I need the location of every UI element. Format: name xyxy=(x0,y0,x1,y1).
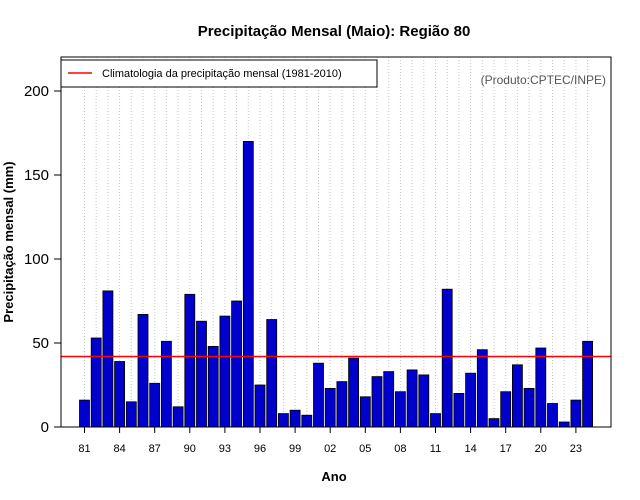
bar-97 xyxy=(266,319,278,428)
bar-16 xyxy=(488,418,500,428)
x-tick-label: 84 xyxy=(113,443,125,455)
bar-92 xyxy=(207,345,219,428)
bar-87 xyxy=(149,382,161,428)
x-tick-label: 99 xyxy=(289,443,301,455)
y-tick-label: 200 xyxy=(24,83,49,100)
x-tick-label: 93 xyxy=(219,443,231,455)
bar-83 xyxy=(102,290,114,428)
bar-19 xyxy=(523,387,535,428)
x-tick-label: 87 xyxy=(149,443,161,455)
bar-10 xyxy=(418,374,430,428)
bar-86 xyxy=(137,313,149,428)
bar-85 xyxy=(125,401,137,428)
bar-81 xyxy=(79,399,90,428)
y-axis: 0 50 100 150 200 xyxy=(24,83,61,436)
bar-series xyxy=(79,140,593,428)
bar-93 xyxy=(219,315,231,428)
plot-frame xyxy=(60,56,612,428)
x-tick-label: 05 xyxy=(359,443,371,455)
bar-12 xyxy=(441,288,453,428)
y-tick-label: 150 xyxy=(24,167,49,184)
bar-23 xyxy=(570,399,582,428)
bar-91 xyxy=(196,320,207,428)
bar-95 xyxy=(242,140,254,428)
x-tick-label: 11 xyxy=(430,443,441,455)
bar-20 xyxy=(535,347,547,428)
legend-label: Climatologia da precipitação mensal (198… xyxy=(102,68,342,80)
bar-82 xyxy=(90,337,102,428)
bar-89 xyxy=(172,406,184,428)
bar-09 xyxy=(406,369,418,428)
bar-11 xyxy=(430,413,441,428)
x-tick-label: 23 xyxy=(570,443,582,455)
chart-title: Precipitação Mensal (Maio): Região 80 xyxy=(198,23,471,40)
bar-06 xyxy=(371,376,383,428)
x-tick-label: 20 xyxy=(535,443,547,455)
bar-22 xyxy=(558,421,570,428)
x-tick-label: 81 xyxy=(78,443,90,455)
bar-04 xyxy=(348,357,360,428)
x-tick-label: 90 xyxy=(184,443,196,455)
bar-15 xyxy=(476,349,488,428)
x-tick-label: 96 xyxy=(254,443,266,455)
x-axis: 81 84 87 90 93 96 99 02 05 08 11 14 17 20 23 xyxy=(78,427,582,455)
bar-08 xyxy=(394,391,406,428)
bar-24 xyxy=(582,340,593,428)
y-tick-label: 100 xyxy=(24,251,49,268)
bar-14 xyxy=(465,372,477,428)
bar-13 xyxy=(453,392,465,428)
bar-94 xyxy=(231,300,243,428)
bar-07 xyxy=(383,371,395,428)
bar-05 xyxy=(359,396,371,428)
bar-03 xyxy=(336,381,348,428)
bar-99 xyxy=(289,409,301,428)
legend: Climatologia da precipitação mensal (198… xyxy=(60,59,378,88)
x-tick-label: 14 xyxy=(464,443,476,455)
bar-01 xyxy=(313,362,324,428)
x-tick-label: 08 xyxy=(394,443,406,455)
legend-box xyxy=(60,59,378,88)
x-tick-label: 02 xyxy=(324,443,336,455)
y-tick-label: 50 xyxy=(32,335,49,352)
bar-84 xyxy=(114,361,125,428)
bar-21 xyxy=(547,403,558,428)
bar-18 xyxy=(512,364,523,428)
bar-00 xyxy=(301,414,313,428)
bar-17 xyxy=(500,391,512,428)
bar-90 xyxy=(184,293,196,428)
y-axis-label: Precipitação mensal (mm) xyxy=(1,161,16,322)
bar-98 xyxy=(277,413,289,428)
x-axis-label: Ano xyxy=(321,469,346,484)
credit-text: (Produto:CPTEC/INPE) xyxy=(481,73,606,87)
bar-88 xyxy=(160,340,172,428)
bar-02 xyxy=(324,387,336,428)
y-tick-label: 0 xyxy=(41,419,49,436)
bar-96 xyxy=(254,384,266,428)
x-tick-label: 17 xyxy=(500,443,512,455)
